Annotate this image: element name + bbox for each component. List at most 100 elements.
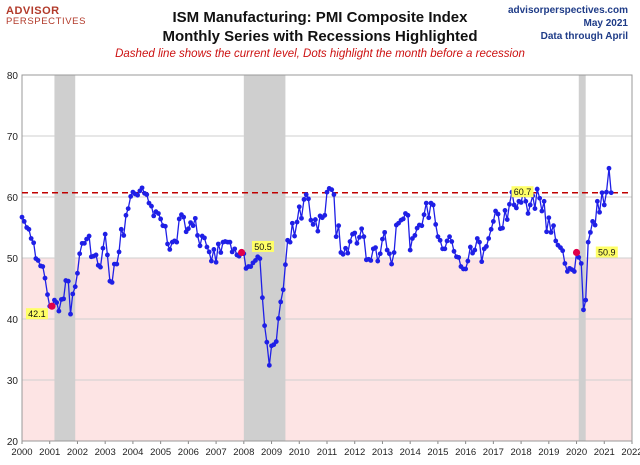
x-tick-label: 2017: [483, 447, 504, 458]
data-point: [54, 300, 60, 305]
data-point: [68, 311, 73, 317]
data-point: [601, 202, 607, 208]
data-point: [121, 233, 127, 238]
data-point: [546, 215, 552, 221]
data-point: [287, 239, 293, 245]
data-point: [583, 297, 589, 303]
data-point: [100, 245, 106, 251]
logo-line2: PERSPECTIVES: [6, 16, 87, 27]
x-tick-label: 2004: [122, 447, 143, 458]
data-point: [537, 195, 543, 201]
data-point: [42, 275, 48, 281]
data-point: [578, 261, 584, 266]
data-point: [181, 214, 187, 220]
data-point: [299, 215, 304, 221]
data-point: [447, 234, 452, 240]
x-tick-label: 2001: [39, 447, 60, 458]
data-point: [389, 261, 395, 267]
x-tick-label: 2015: [427, 447, 448, 458]
data-point: [368, 258, 374, 263]
data-point: [308, 217, 314, 223]
data-point: [158, 216, 164, 222]
data-point: [213, 259, 219, 265]
data-point: [162, 223, 168, 229]
data-point: [484, 244, 489, 249]
x-tick-label: 2022: [621, 447, 640, 458]
x-tick-label: 2010: [289, 447, 310, 458]
y-tick-label: 40: [7, 315, 19, 326]
data-point: [352, 230, 358, 236]
data-point: [276, 315, 281, 321]
data-point: [604, 189, 609, 195]
data-point: [444, 238, 450, 244]
data-point: [553, 238, 559, 244]
data-point: [504, 217, 510, 222]
data-point: [77, 251, 83, 257]
data-point: [144, 192, 150, 197]
data-point: [437, 237, 443, 243]
data-point: [167, 247, 173, 252]
data-point: [548, 229, 554, 235]
data-point: [204, 244, 210, 250]
data-point: [312, 217, 318, 222]
data-point: [525, 211, 531, 216]
source-url: advisorperspectives.com: [507, 5, 628, 16]
data-point: [93, 252, 99, 258]
data-point: [532, 206, 538, 211]
x-tick-label: 2000: [11, 447, 32, 458]
chart-note: Dashed line shows the current level, Dot…: [115, 48, 525, 60]
data-point: [380, 236, 385, 242]
data-point: [28, 236, 34, 241]
data-point: [474, 236, 480, 241]
y-tick-label: 20: [7, 437, 19, 448]
data-point: [400, 216, 406, 222]
data-point: [421, 212, 427, 218]
data-point: [70, 291, 76, 297]
annotation-bg: [25, 308, 48, 320]
data-point: [128, 193, 134, 199]
data-point: [382, 229, 388, 235]
y-tick-label: 70: [7, 132, 19, 143]
x-tick-label: 2002: [67, 447, 88, 458]
data-point: [449, 239, 455, 244]
data-point: [72, 284, 78, 290]
data-point: [139, 185, 145, 191]
data-point: [435, 234, 441, 240]
data-point: [206, 249, 212, 255]
x-tick-label: 2019: [538, 447, 559, 458]
x-tick-label: 2016: [455, 447, 476, 458]
data-point: [303, 192, 309, 197]
data-point: [357, 234, 362, 240]
data-point: [336, 223, 342, 229]
y-tick-label: 50: [7, 254, 19, 265]
x-tick-label: 2020: [566, 447, 587, 458]
data-point: [259, 295, 265, 301]
data-point: [523, 198, 529, 204]
contraction-zone: [22, 258, 632, 441]
data-point: [456, 254, 462, 260]
data-point: [551, 223, 556, 229]
data-point: [197, 243, 203, 249]
data-point: [426, 215, 432, 221]
data-point: [608, 190, 614, 196]
data-point: [294, 219, 300, 225]
x-tick-label: 2011: [317, 447, 337, 458]
data-point: [581, 307, 586, 313]
data-point: [61, 296, 66, 302]
data-point: [361, 234, 367, 240]
data-point: [571, 269, 577, 274]
data-point: [301, 197, 307, 202]
data-point: [594, 198, 600, 204]
x-tick-label: 2008: [233, 447, 254, 458]
data-point: [280, 287, 286, 293]
data-point: [340, 251, 346, 257]
data-point: [202, 235, 207, 241]
data-point: [264, 339, 270, 345]
data-point: [185, 226, 191, 232]
data-point: [192, 215, 198, 221]
x-tick-label: 2006: [178, 447, 199, 458]
data-point: [391, 250, 397, 255]
data-point: [592, 222, 598, 228]
data-point: [576, 254, 582, 260]
x-tick-label: 2012: [344, 447, 365, 458]
